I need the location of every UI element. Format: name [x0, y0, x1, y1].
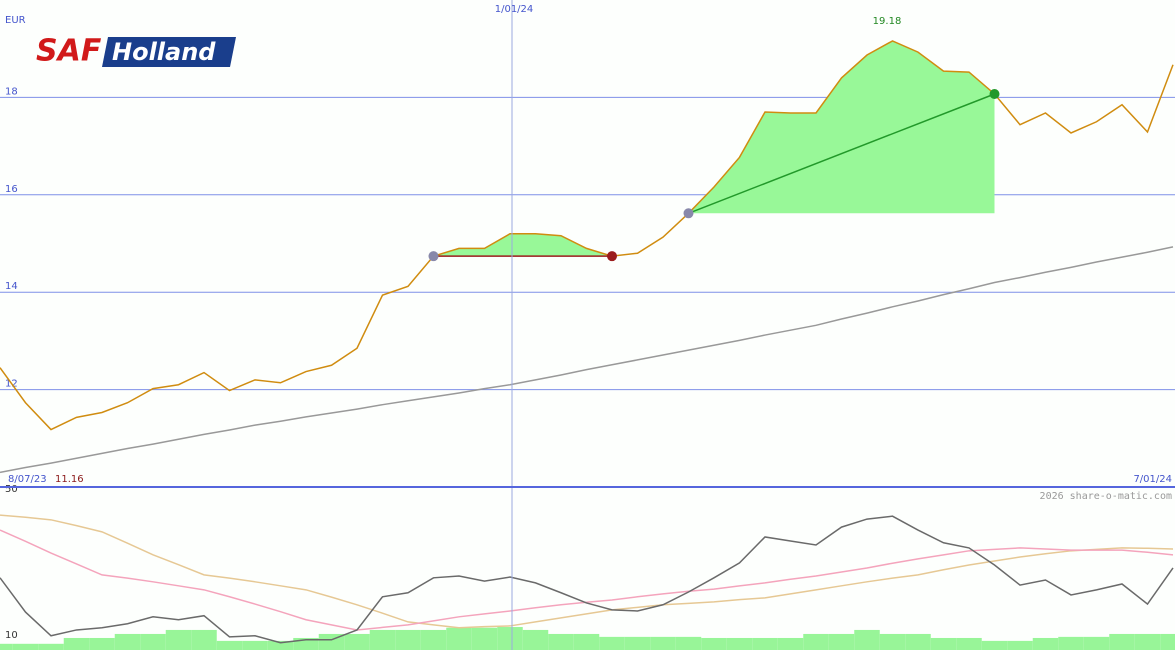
logo-left: SAF	[36, 34, 102, 69]
volume-bar	[1160, 633, 1175, 650]
volume-bar	[140, 633, 166, 650]
trade-line	[688, 93, 995, 215]
volume-bar	[752, 637, 778, 650]
volume-bar	[446, 627, 472, 650]
volume-bar	[1134, 633, 1161, 650]
volume-bar	[471, 627, 498, 650]
volume-bar	[905, 633, 931, 650]
y-tick-label: 18	[5, 86, 18, 97]
logo-right: Holland	[112, 38, 216, 66]
volume-bar	[89, 637, 115, 650]
volume-bar	[267, 640, 294, 650]
volume-bar	[879, 633, 906, 650]
y-tick-label: 10	[5, 630, 18, 641]
volume-bar	[242, 640, 268, 650]
volume-bar	[930, 637, 957, 650]
volume-bar	[803, 633, 829, 650]
volume-bar	[420, 629, 447, 650]
volume-bar	[191, 629, 217, 650]
logo-box	[102, 37, 236, 67]
y-tick-label: 14	[5, 281, 18, 292]
date-mid: 1/01/24	[495, 4, 534, 15]
series-line	[0, 514, 1174, 629]
min-label: 11.16	[55, 474, 84, 485]
volume-bar	[369, 629, 396, 650]
volume-bar	[854, 629, 880, 650]
max-label: 19.18	[873, 16, 902, 27]
volume-bar	[548, 633, 574, 650]
volume-bar	[599, 636, 625, 650]
logo: SAF Holland	[36, 34, 236, 69]
volume-bar	[1083, 636, 1110, 650]
volume-bar	[828, 633, 855, 650]
unit-label: EUR	[5, 15, 26, 26]
volume-bar	[1032, 637, 1059, 650]
volume-bar	[344, 633, 370, 650]
volume-bar	[395, 629, 421, 650]
volume-bar	[38, 643, 64, 650]
volume-bar	[675, 636, 702, 650]
volume-bar	[216, 640, 243, 650]
date-end: 7/01/24	[1133, 474, 1172, 485]
y-tick-label: 16	[5, 184, 18, 195]
credit: 2026 share-o-matic.com	[1040, 491, 1172, 502]
y-tick-label: 50	[5, 484, 18, 495]
trade-entry	[428, 251, 439, 262]
volume-bar	[165, 629, 192, 650]
volume-bar	[726, 637, 753, 650]
volume-bar	[522, 629, 549, 650]
volume-bar	[777, 637, 804, 650]
series-line	[0, 515, 1174, 644]
volume-bar	[12, 643, 39, 650]
volume-bar	[624, 636, 651, 650]
volume-bar	[701, 637, 727, 650]
volume-bar	[1109, 633, 1135, 650]
volume-bar	[1007, 640, 1033, 650]
trade-exit	[607, 251, 617, 262]
volume-bar	[497, 627, 523, 650]
volume-bar	[650, 636, 676, 650]
trade-entry	[683, 208, 694, 219]
volume-bar	[0, 643, 13, 650]
trade-exit	[989, 88, 1000, 99]
volume-bar	[63, 637, 90, 650]
volume-bar	[114, 633, 141, 650]
series-line	[0, 40, 1174, 431]
volume-bar	[956, 637, 982, 650]
trade-area	[688, 40, 995, 214]
date-start: 8/07/23	[8, 474, 47, 485]
volume-bar	[573, 633, 600, 650]
series-line	[0, 246, 1174, 474]
volume-bar	[981, 640, 1008, 650]
volume-bar	[1058, 636, 1084, 650]
